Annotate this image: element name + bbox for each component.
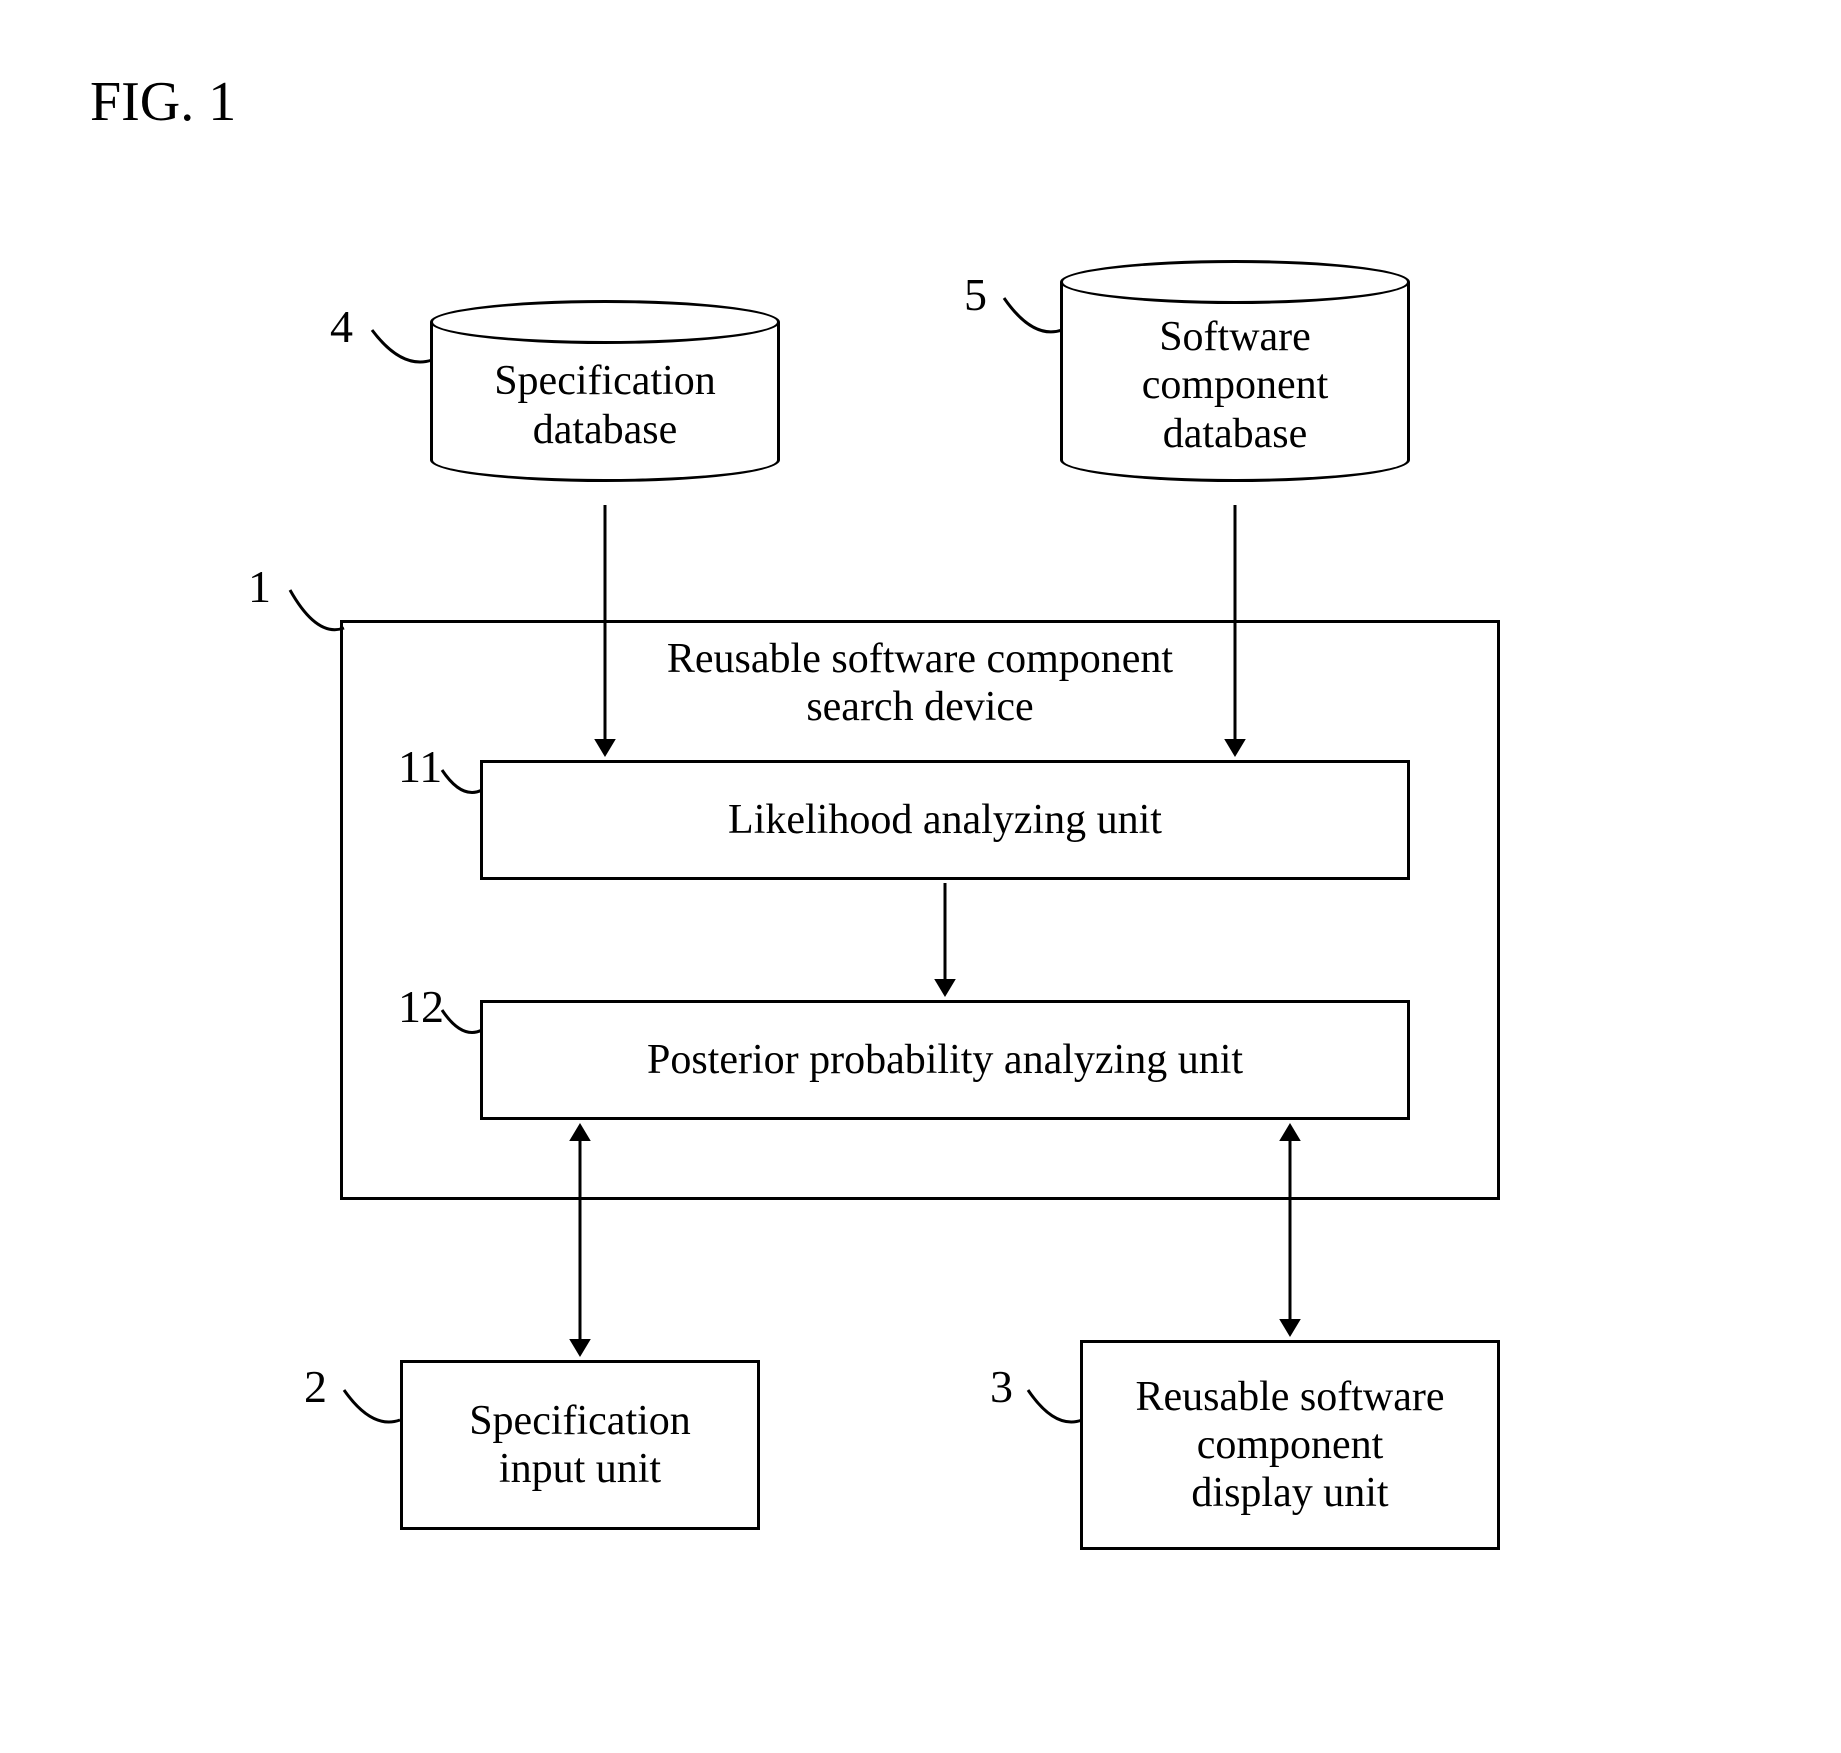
unit-label: Likelihood analyzing unit bbox=[728, 796, 1162, 844]
display-unit: Reusable softwarecomponentdisplay unit bbox=[1080, 1340, 1500, 1550]
ref-11: 11 bbox=[398, 740, 442, 793]
spec-database: Specificationdatabase bbox=[430, 300, 780, 482]
posterior-unit: Posterior probability analyzing unit bbox=[480, 1000, 1410, 1120]
device-title: Reusable software componentsearch device bbox=[343, 635, 1497, 732]
spec-input-unit: Specificationinput unit bbox=[400, 1360, 760, 1530]
cylinder-top bbox=[1060, 260, 1410, 304]
db-label: Specificationdatabase bbox=[494, 357, 716, 454]
figure-canvas: FIG. 1 Specificationdatabase 4 Softwarec… bbox=[0, 0, 1841, 1753]
ref-12: 12 bbox=[398, 980, 444, 1033]
io-label: Reusable softwarecomponentdisplay unit bbox=[1135, 1373, 1444, 1518]
cylinder-top bbox=[430, 300, 780, 344]
unit-label: Posterior probability analyzing unit bbox=[647, 1036, 1243, 1084]
ref-1: 1 bbox=[248, 560, 271, 613]
io-label: Specificationinput unit bbox=[469, 1397, 691, 1494]
cylinder-body: Specificationdatabase bbox=[430, 322, 780, 482]
ref-5: 5 bbox=[964, 268, 987, 321]
software-component-database: Softwarecomponentdatabase bbox=[1060, 260, 1410, 482]
ref-4: 4 bbox=[330, 300, 353, 353]
ref-2: 2 bbox=[304, 1360, 327, 1413]
likelihood-unit: Likelihood analyzing unit bbox=[480, 760, 1410, 880]
cylinder-body: Softwarecomponentdatabase bbox=[1060, 282, 1410, 482]
figure-title: FIG. 1 bbox=[90, 70, 236, 134]
ref-3: 3 bbox=[990, 1360, 1013, 1413]
db-label: Softwarecomponentdatabase bbox=[1142, 313, 1329, 458]
